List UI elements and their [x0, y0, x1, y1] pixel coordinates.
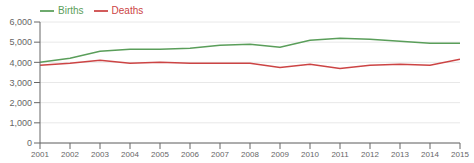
html-text:Deaths: Deaths: [111, 4, 144, 16]
svg-text:2005: 2005: [151, 150, 169, 159]
svg-text:3,000: 3,000: [9, 78, 32, 88]
svg-text:2001: 2001: [31, 150, 49, 159]
svg-text:2009: 2009: [271, 150, 289, 159]
svg-text:2015: 2015: [451, 150, 466, 159]
svg-text:5,000: 5,000: [9, 37, 32, 47]
svg-text:2007: 2007: [211, 150, 229, 159]
svg-text:2002: 2002: [61, 150, 79, 159]
svg-text:2004: 2004: [121, 150, 139, 159]
html-text:Births: Births: [58, 4, 84, 16]
svg-text:2010: 2010: [301, 150, 319, 159]
svg-text:2006: 2006: [181, 150, 199, 159]
svg-text:1,000: 1,000: [9, 118, 32, 128]
svg-text:2008: 2008: [241, 150, 259, 159]
svg-text:4,000: 4,000: [9, 58, 32, 68]
svg-text:0: 0: [27, 138, 32, 148]
svg-text:2011: 2011: [331, 150, 349, 159]
svg-text:6,000: 6,000: [9, 17, 32, 27]
svg-text:2013: 2013: [391, 150, 409, 159]
svg-text:2,000: 2,000: [9, 98, 32, 108]
svg-text:2003: 2003: [91, 150, 109, 159]
svg-text:2012: 2012: [361, 150, 379, 159]
svg-text:2014: 2014: [421, 150, 439, 159]
